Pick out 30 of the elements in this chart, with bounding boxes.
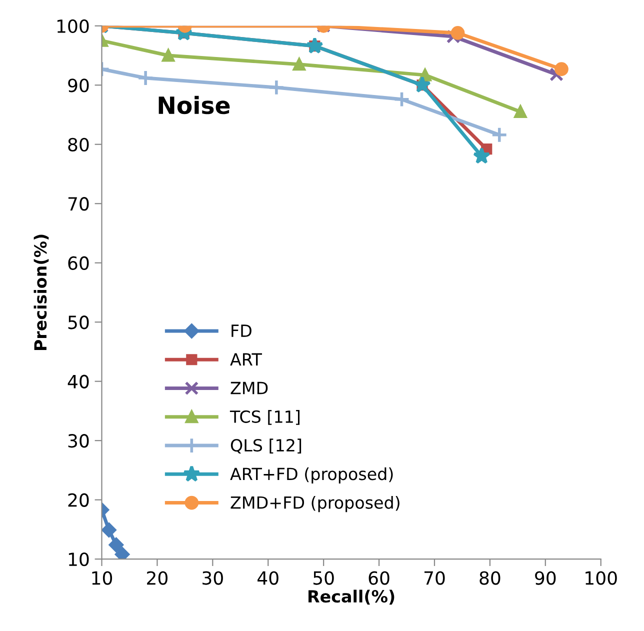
legend-label: ZMD+FD (proposed) <box>230 496 400 512</box>
x-axis-title: Recall(%) <box>308 590 394 605</box>
y-tick-label: 60 <box>68 256 89 270</box>
x-tick-label: 100 <box>586 571 617 585</box>
y-tick-label: 20 <box>68 493 89 507</box>
legend-label: ART <box>230 353 262 366</box>
x-tick-label: 60 <box>368 571 390 585</box>
y-tick-label: 80 <box>68 138 89 152</box>
y-axis-title: Precision(%) <box>34 234 49 350</box>
legend-label: ZMD <box>230 382 268 394</box>
legend-label: FD <box>232 324 252 337</box>
y-tick-label: 70 <box>68 197 89 211</box>
legend-label: TCS [11] <box>230 410 300 425</box>
y-tick-label: 40 <box>68 374 89 388</box>
y-tick-label: 30 <box>68 434 89 448</box>
annotation: Noise <box>158 96 230 114</box>
x-tick-label: 20 <box>147 571 168 585</box>
x-tick-label: 50 <box>313 571 334 585</box>
x-tick-label: 40 <box>258 571 278 585</box>
legend-label: ART+FD (proposed) <box>230 467 393 484</box>
y-tick-label: 50 <box>68 316 89 330</box>
legend-label: QLS [12] <box>230 438 302 454</box>
y-tick-label: 90 <box>68 78 89 92</box>
x-tick-label: 90 <box>535 571 556 585</box>
x-tick-label: 30 <box>202 571 223 585</box>
x-tick-label: 80 <box>480 571 500 585</box>
y-tick-label: 100 <box>57 19 89 33</box>
x-tick-label: 70 <box>424 571 445 585</box>
x-tick-label: 10 <box>92 571 112 585</box>
y-tick-label: 10 <box>68 552 89 566</box>
